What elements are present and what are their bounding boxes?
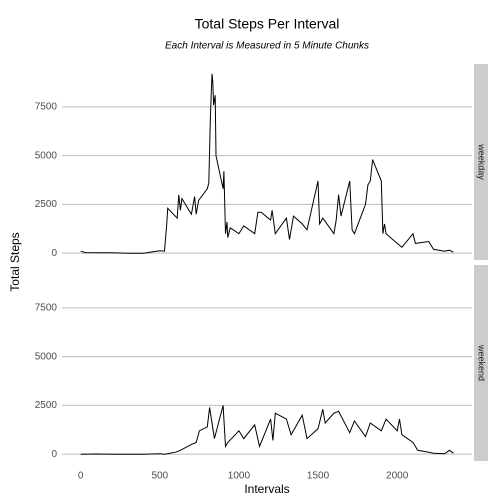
line [80, 73, 454, 254]
y-tick-label: 0 [51, 248, 57, 259]
chart-subtitle: Each Interval is Measured in 5 Minute Ch… [165, 41, 369, 52]
y-tick-label: 7500 [35, 303, 58, 314]
x-tick-label: 1000 [228, 471, 251, 482]
y-tick-label: 2500 [35, 199, 58, 210]
x-tick-label: 500 [151, 471, 168, 482]
line [80, 405, 454, 455]
facet-strip [474, 265, 488, 461]
x-tick-label: 1500 [307, 471, 330, 482]
chart-title: Total Steps Per Interval [195, 16, 340, 32]
y-tick-label: 2500 [35, 400, 58, 411]
y-tick-label: 5000 [35, 351, 58, 362]
facet-strip [474, 64, 488, 260]
y-tick-label: 5000 [35, 150, 58, 161]
facet-label: weekend [477, 344, 487, 381]
x-tick-label: 0 [78, 471, 84, 482]
y-tick-label: 7500 [35, 102, 58, 113]
y-tick-label: 0 [51, 449, 57, 460]
x-tick-label: 2000 [386, 471, 409, 482]
y-axis-label: Total Steps [8, 232, 22, 291]
facet-label: weekday [477, 143, 487, 180]
x-axis-label: Intervals [244, 482, 289, 496]
